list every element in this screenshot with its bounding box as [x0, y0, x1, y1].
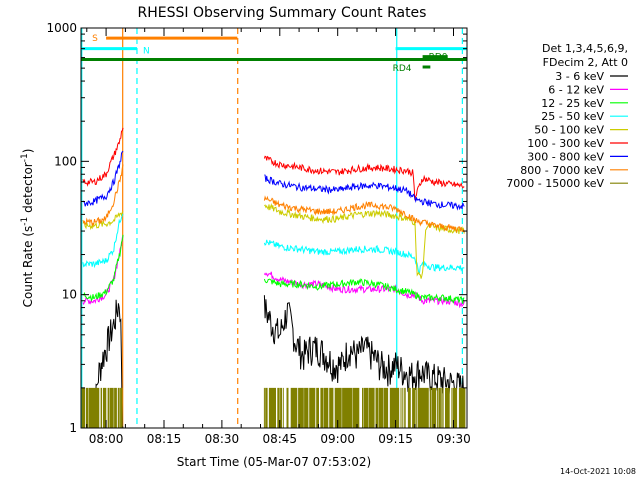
annotation-label-n: N [143, 47, 150, 57]
series-25-50-kev [82, 213, 465, 274]
x-tick-label-09:15: 09:15 [378, 432, 413, 446]
ylabel-end: ) [21, 149, 35, 154]
legend-label-8: 7000 - 15000 keV [506, 177, 604, 190]
legend-label-0: 3 - 6 keV [555, 70, 604, 83]
y-axis-label: Count Rate (s-1 detector-1) [20, 149, 35, 308]
legend-label-2: 12 - 25 keV [541, 97, 604, 110]
x-axis-label: Start Time (05-Mar-07 07:53:02) [177, 455, 371, 469]
series-6-12-kev [82, 235, 465, 309]
series-300-800-kev [82, 150, 465, 211]
timestamp: 14-Oct-2021 10:08 [560, 467, 636, 476]
y-tick-label-1000: 1000 [46, 21, 77, 35]
series-800-7000-kev [82, 164, 465, 234]
legend-label-4: 50 - 100 keV [534, 124, 604, 137]
y-tick-label-1: 1 [69, 421, 77, 435]
legend-label-3: 25 - 50 keV [541, 110, 604, 123]
ylabel-mid: detector [21, 162, 35, 217]
legend-header-line1: Det 1,3,4,5,6,9, [542, 42, 628, 55]
x-tick-label-08:30: 08:30 [205, 432, 240, 446]
legend: Det 1,3,4,5,6,9, FDecim 2, Att 0 3 - 6 k… [506, 42, 628, 190]
x-tick-label-09:30: 09:30 [436, 432, 471, 446]
legend-label-1: 6 - 12 keV [548, 83, 604, 96]
chart-title: RHESSI Observing Summary Count Rates [138, 5, 427, 21]
series-3-6-kev [90, 295, 465, 428]
ylabel-main: Count Rate (s [21, 226, 35, 308]
x-tick-label-09:00: 09:00 [320, 432, 355, 446]
x-tick-label-08:00: 08:00 [89, 432, 124, 446]
ylabel-sup1: -1 [20, 217, 30, 226]
legend-header-line2: FDecim 2, Att 0 [543, 56, 628, 69]
series-100-300-kev [82, 127, 465, 201]
x-tick-label-08:15: 08:15 [147, 432, 182, 446]
ylabel-sup2: -1 [20, 153, 30, 162]
y-tick-label-10: 10 [62, 288, 77, 302]
y-tick-label-100: 100 [54, 154, 77, 168]
x-tick-label-08:45: 08:45 [262, 432, 297, 446]
plot-frame [80, 27, 468, 429]
series-7000-15000-kev [81, 387, 466, 428]
annotation-label-rd0: RD0 [429, 53, 448, 63]
plot-area: S N RD0 RD4 [81, 28, 467, 428]
legend-label-7: 800 - 7000 keV [520, 164, 604, 177]
legend-label-6: 300 - 800 keV [527, 150, 604, 163]
legend-label-5: 100 - 300 keV [527, 137, 604, 150]
annotation-label-s: S [92, 34, 98, 44]
axis-ticks: 08:00 08:15 08:30 08:45 09:00 09:15 09:30 1 10 10… [46, 21, 470, 446]
series-12-25-kev [82, 234, 465, 304]
annotation-label-rd4: RD4 [393, 64, 412, 74]
